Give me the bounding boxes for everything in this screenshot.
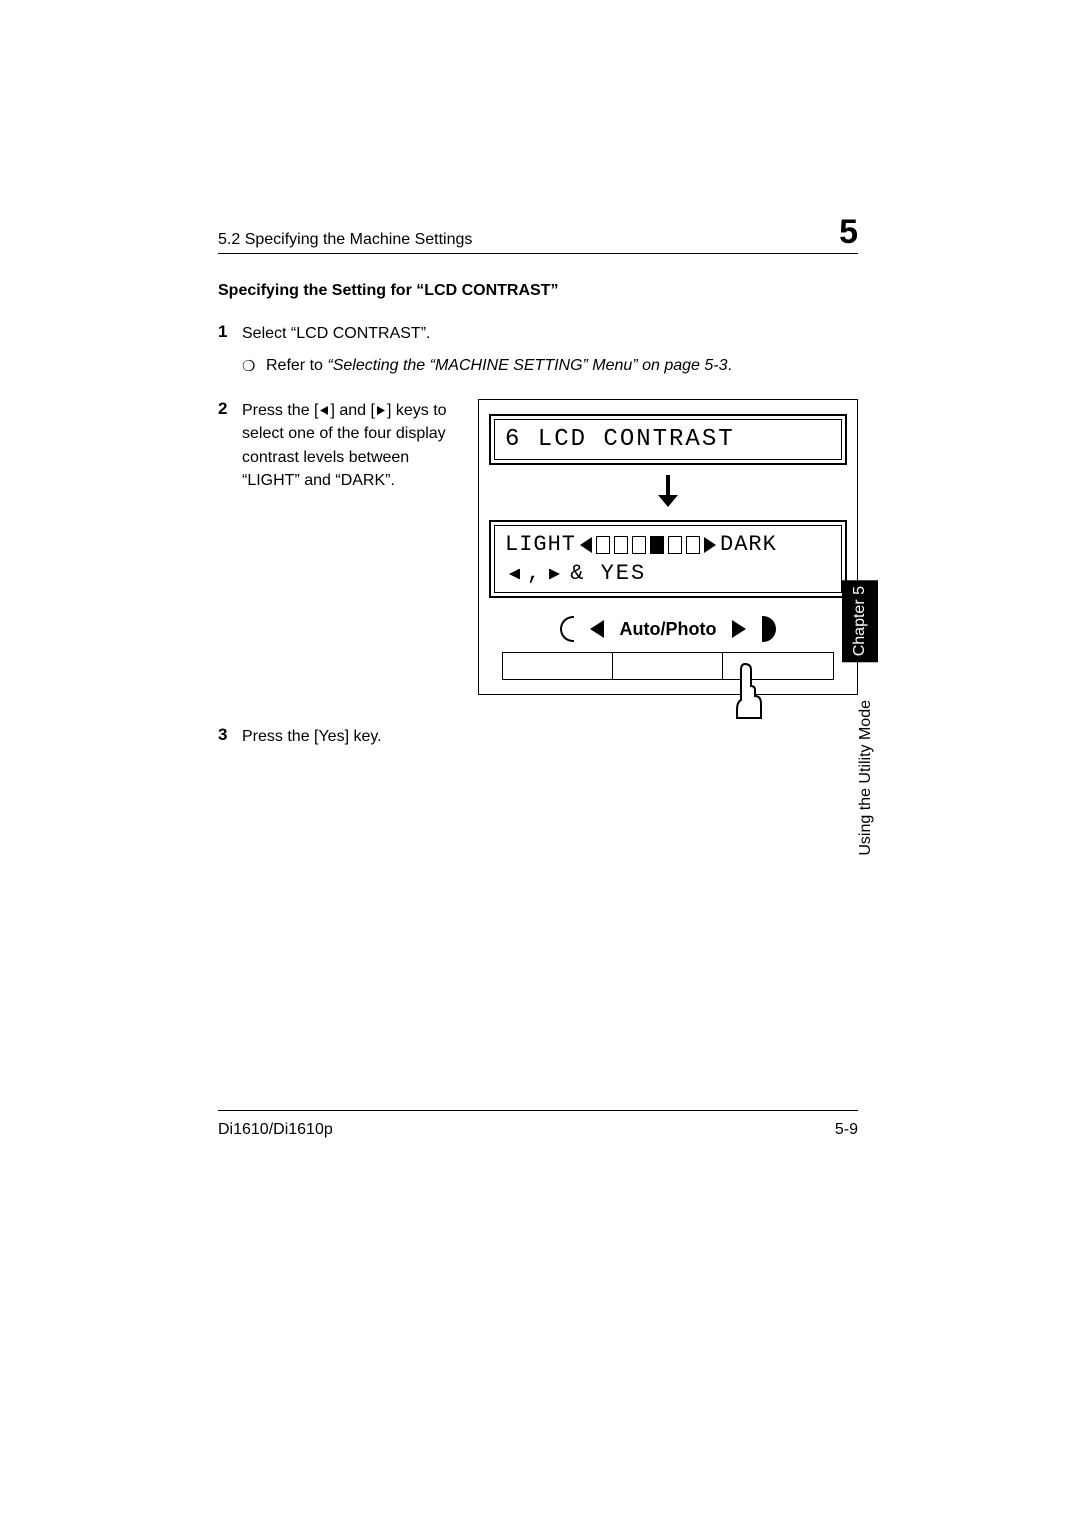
contrast-bar: [632, 536, 646, 554]
button-bar: [489, 652, 847, 680]
contrast-bar-active: [650, 536, 664, 554]
step2-b: ] and [: [330, 402, 374, 419]
half-moon-left-icon: [560, 616, 574, 642]
step2-a: Press the [: [242, 402, 318, 419]
control-row: Auto/Photo: [489, 616, 847, 642]
auto-photo-label: Auto/Photo: [620, 619, 717, 640]
step-2: 2 Press the [] and [] keys to select one…: [218, 399, 458, 492]
step-1-note: ❍ Refer to “Selecting the “MACHINE SETTI…: [242, 357, 858, 375]
step-1: 1 Select “LCD CONTRAST”.: [218, 322, 858, 345]
section-reference: 5.2 Specifying the Machine Settings: [218, 231, 472, 249]
page-footer: Di1610/Di1610p 5-9: [218, 1110, 858, 1139]
side-mode-text: Using the Utility Mode: [857, 700, 875, 856]
note-text: Refer to “Selecting the “MACHINE SETTING…: [266, 357, 732, 375]
step-3: 3 Press the [Yes] key.: [218, 725, 858, 748]
step-text: Select “LCD CONTRAST”.: [242, 322, 430, 345]
contrast-bar: [596, 536, 610, 554]
small-right-arrow-icon: [548, 567, 564, 581]
lcd-right-tri-icon: [704, 537, 716, 553]
contrast-bar: [686, 536, 700, 554]
chapter-side-tab: Chapter 5: [842, 580, 878, 662]
lcd-content-2: LIGHT DARK ,: [494, 525, 842, 593]
note-italic: “Selecting the “MACHINE SETTING” Menu” o…: [327, 357, 727, 374]
note-suffix: .: [728, 357, 732, 374]
chapter-number: 5: [839, 215, 858, 249]
half-moon-right-icon: [762, 616, 776, 642]
step-number: 2: [218, 399, 242, 492]
lcd-yes-label: & YES: [570, 561, 646, 586]
contrast-bar: [668, 536, 682, 554]
lcd-line-2: , & YES: [505, 561, 831, 586]
lcd-dark-label: DARK: [720, 532, 777, 557]
right-arrow-icon: [375, 405, 387, 416]
panel-button: [503, 653, 613, 679]
footer-page-number: 5-9: [835, 1121, 858, 1139]
step-text: Press the [] and [] keys to select one o…: [242, 399, 458, 492]
subheading: Specifying the Setting for “LCD CONTRAST…: [218, 282, 858, 300]
lcd-screen-2: LIGHT DARK ,: [489, 520, 847, 598]
page-header: 5.2 Specifying the Machine Settings 5: [218, 215, 858, 254]
left-arrow-icon: [318, 405, 330, 416]
lcd-text-1: 6 LCD CONTRAST: [494, 419, 842, 460]
step-text: Press the [Yes] key.: [242, 725, 382, 748]
lcd-left-tri-icon: [580, 537, 592, 553]
note-bullet: ❍: [242, 357, 266, 375]
lcd-screen-1: 6 LCD CONTRAST: [489, 414, 847, 465]
step-number: 3: [218, 725, 242, 748]
lcd-light-label: LIGHT: [505, 532, 576, 557]
footer-model: Di1610/Di1610p: [218, 1121, 333, 1139]
lcd-comma: ,: [527, 561, 542, 586]
step-number: 1: [218, 322, 242, 345]
lcd-line-1: LIGHT DARK: [505, 532, 831, 557]
left-button-icon: [590, 620, 604, 638]
down-arrow-icon: [489, 473, 847, 512]
finger-press-icon: [729, 660, 769, 720]
panel-button: [613, 653, 723, 679]
right-button-icon: [732, 620, 746, 638]
small-left-arrow-icon: [505, 567, 521, 581]
lcd-panel-illustration: 6 LCD CONTRAST LIGHT: [478, 399, 858, 695]
note-prefix: Refer to: [266, 357, 327, 374]
contrast-bar: [614, 536, 628, 554]
